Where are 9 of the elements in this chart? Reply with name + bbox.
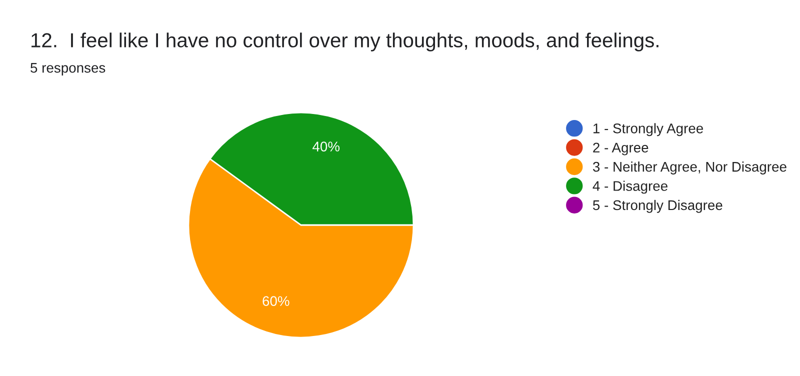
legend-label: 3 - Neither Agree, Nor Disagree xyxy=(592,162,786,174)
legend-label: 2 - Agree xyxy=(593,142,648,156)
data-label: 60% xyxy=(262,296,290,306)
legend-label: 1 - Strongly Agree xyxy=(594,123,703,136)
data-label: 40% xyxy=(312,142,340,152)
legend-label: 5 - Strongly Disagree xyxy=(593,200,722,213)
chart-title: 12. I feel like I have no control over my thoughts, moods, and feelings. xyxy=(32,32,658,52)
legend-label: 4 - Disagree xyxy=(592,180,668,194)
text: 5 responses xyxy=(30,63,106,76)
